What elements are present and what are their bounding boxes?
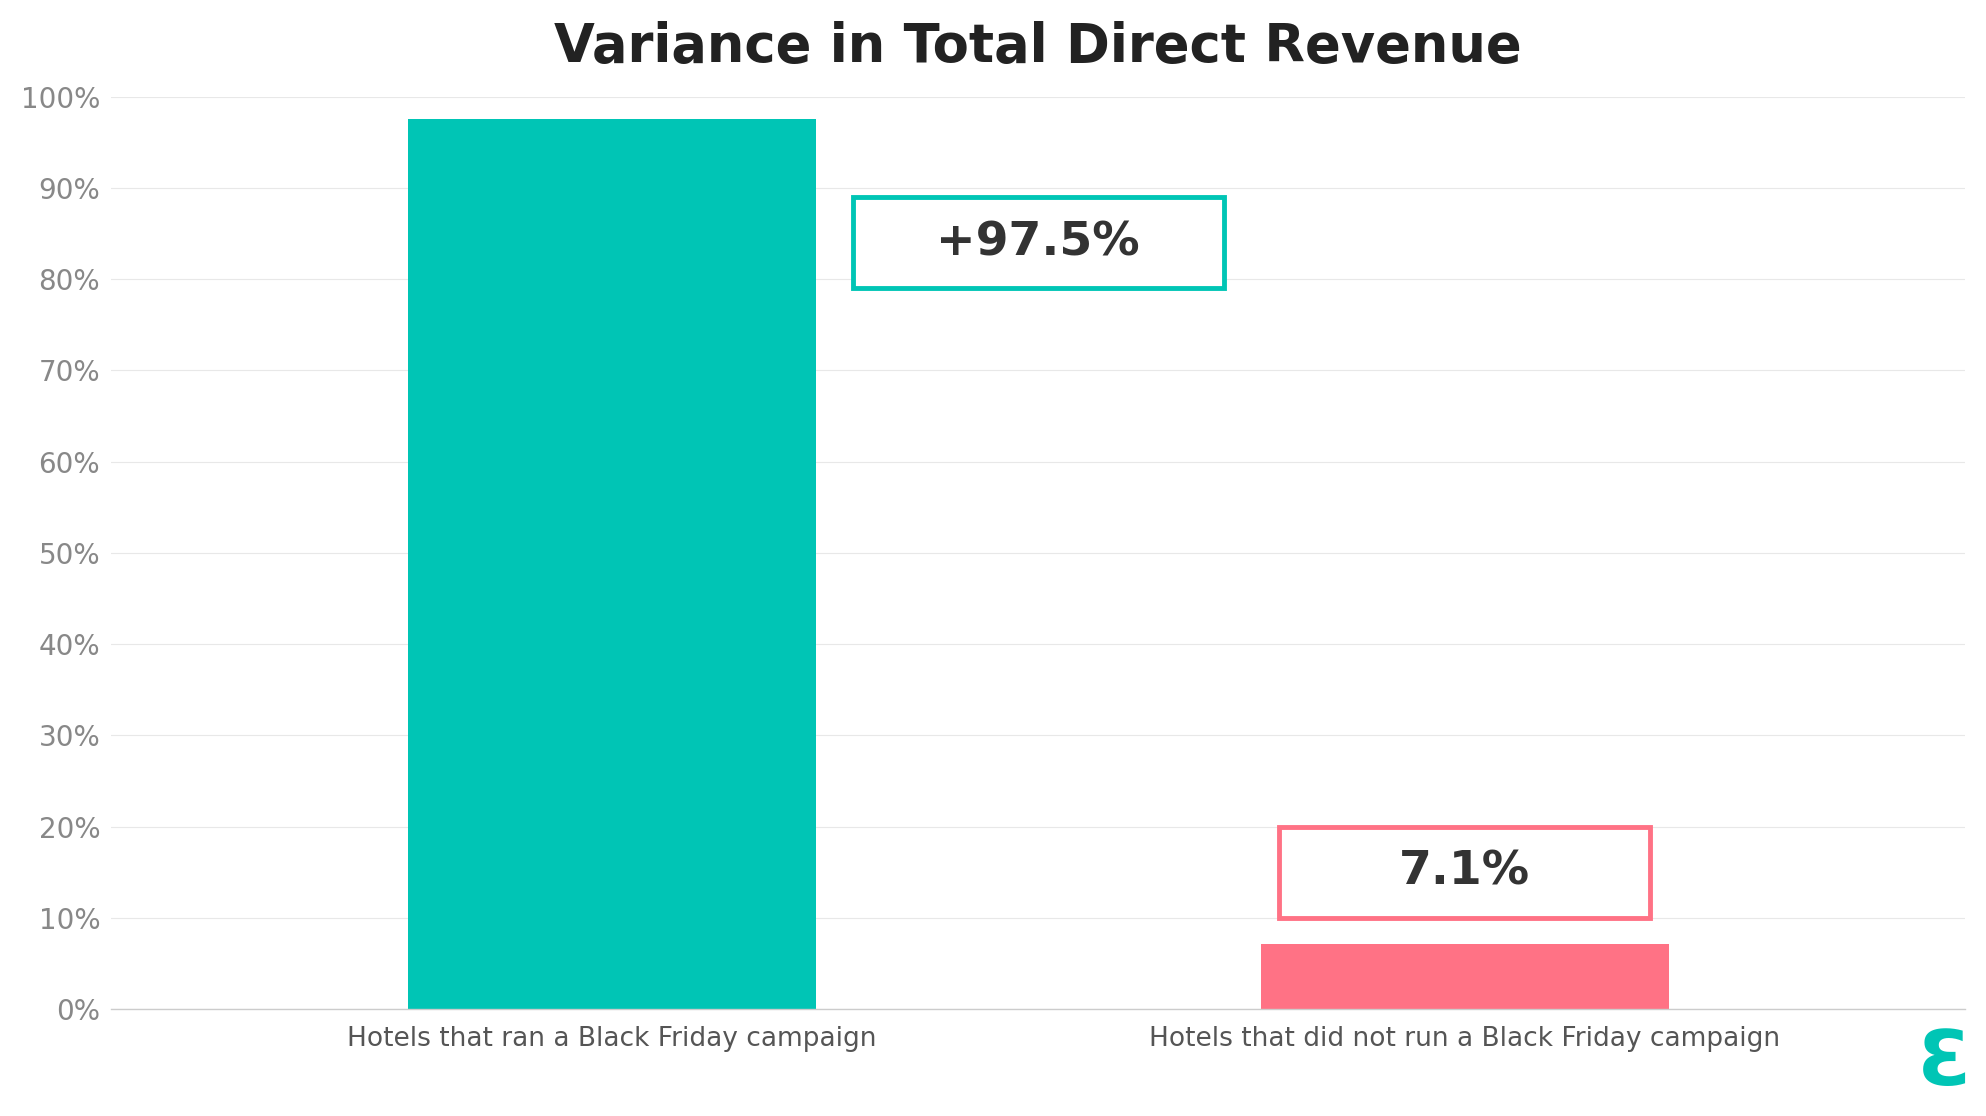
FancyBboxPatch shape bbox=[1279, 827, 1650, 918]
Text: ℇ: ℇ bbox=[1918, 1027, 1966, 1100]
Bar bbox=[407, 119, 816, 1009]
Text: 7.1%: 7.1% bbox=[1398, 849, 1529, 895]
FancyBboxPatch shape bbox=[852, 196, 1223, 288]
Bar bbox=[1261, 944, 1668, 1009]
Text: +97.5%: +97.5% bbox=[937, 220, 1140, 266]
Title: Variance in Total Direct Revenue: Variance in Total Direct Revenue bbox=[554, 21, 1521, 73]
